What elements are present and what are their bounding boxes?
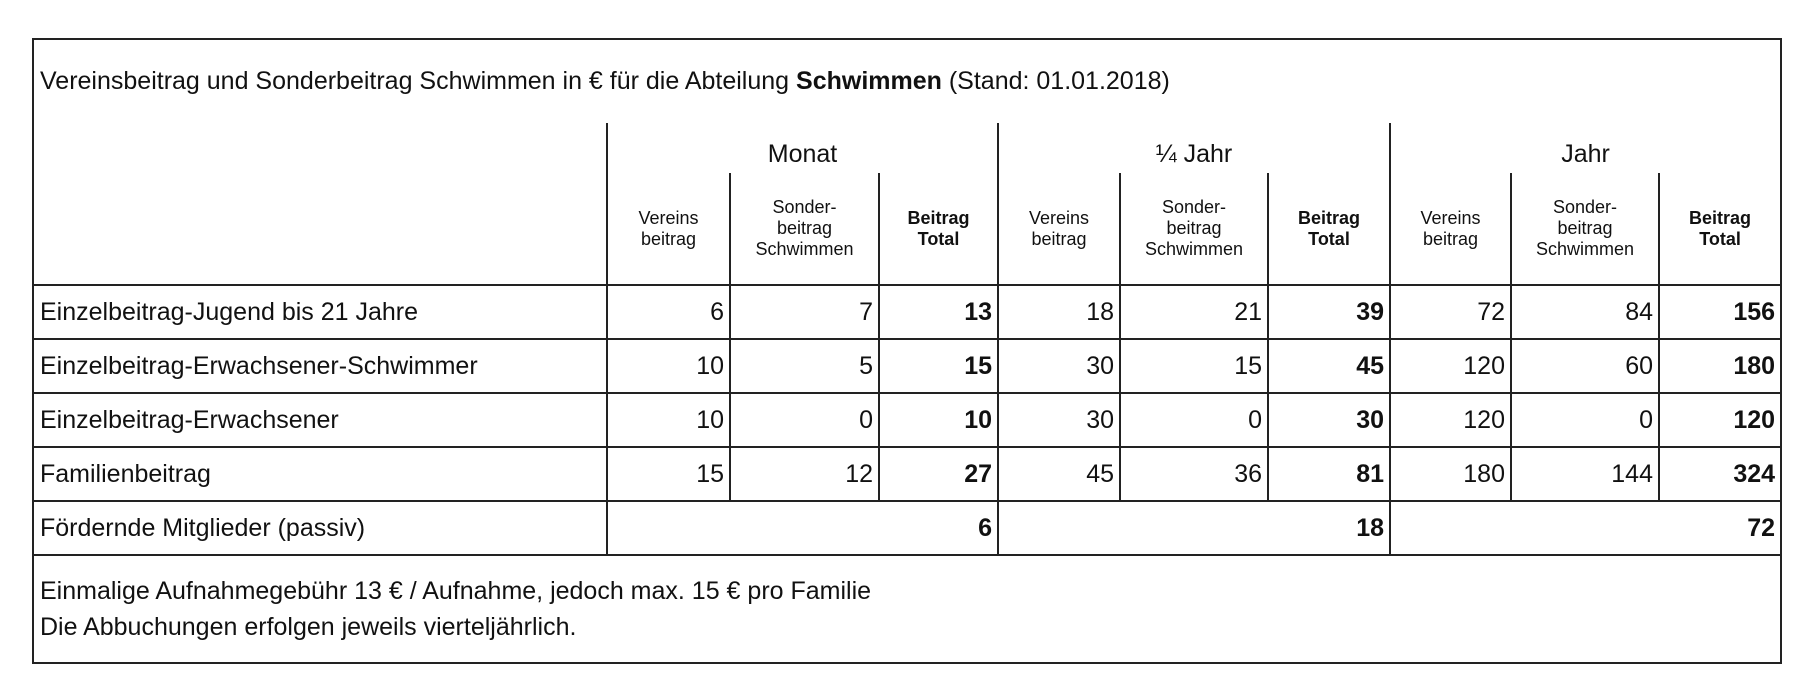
sub-header: Beitrag Total bbox=[878, 173, 998, 285]
footer-line: Die Abbuchungen erfolgen jeweils viertel… bbox=[40, 613, 577, 641]
fee-cell: 15 bbox=[606, 446, 731, 502]
data-row: Familienbeitrag 15 12 27 45 36 81 180 144 324 bbox=[32, 446, 1783, 502]
row-label: Einzelbeitrag-Jugend bis 21 Jahre bbox=[32, 284, 608, 340]
fee-table: Vereinsbeitrag und Sonderbeitrag Schwimm… bbox=[32, 38, 1783, 664]
footer-line: Einmalige Aufnahmegebühr 13 € / Aufnahme… bbox=[40, 576, 872, 605]
fee-cell: 21 bbox=[1119, 284, 1269, 340]
fee-cell: 324 bbox=[1657, 446, 1783, 502]
fee-cell: 60 bbox=[1510, 338, 1660, 394]
sub-header: Sonder- beitrag Schwimmen bbox=[1510, 173, 1659, 285]
sub-header-row: Vereins beitrag Sonder- beitrag Schwimmen… bbox=[33, 173, 1782, 285]
label-header bbox=[33, 123, 608, 285]
data-row: Einzelbeitrag-Erwachsener-Schwimmer 10 5 15… bbox=[32, 338, 1783, 394]
footer: Einmalige Aufnahmegebühr 13 € / Aufnahme… bbox=[33, 554, 1782, 663]
fee-cell: 144 bbox=[1510, 446, 1660, 502]
group-header: ¼ Jahr bbox=[997, 123, 1390, 173]
fee-cell: 15 bbox=[878, 338, 999, 394]
row-label: Fördernde Mitglieder (passiv) bbox=[32, 500, 608, 556]
fee-cell: 0 bbox=[1510, 392, 1660, 448]
fee-cell: 36 bbox=[1119, 446, 1269, 502]
fee-cell: 13 bbox=[878, 284, 999, 340]
sub-header: Beitrag Total bbox=[1267, 173, 1390, 285]
fee-cell: 156 bbox=[1657, 284, 1783, 340]
table-body: Vereinsbeitrag und Sonderbeitrag Schwimm… bbox=[32, 39, 1783, 663]
fee-cell: 120 bbox=[1657, 392, 1783, 448]
title-text: Vereinsbeitrag und Sonderbeitrag Schwimm… bbox=[40, 67, 797, 95]
fee-cell: 10 bbox=[878, 392, 999, 448]
row-label: Familienbeitrag bbox=[32, 446, 608, 502]
fee-cell: 84 bbox=[1510, 284, 1660, 340]
sub-header: Sonder- beitrag Schwimmen bbox=[1119, 173, 1268, 285]
sub-header: Vereins beitrag bbox=[606, 173, 730, 285]
footer-row: Einmalige Aufnahmegebühr 13 € / Aufnahme… bbox=[33, 554, 1782, 663]
sub-header: Vereins beitrag bbox=[1389, 173, 1511, 285]
fee-cell: 120 bbox=[1389, 392, 1512, 448]
sub-header: Sonder- beitrag Schwimmen bbox=[729, 173, 879, 285]
fee-cell: 72 bbox=[1388, 500, 1783, 556]
fee-cell: 81 bbox=[1267, 446, 1391, 502]
passive-row: Fördernde Mitglieder (passiv) 6 18 72 bbox=[32, 500, 1783, 556]
fee-cell: 10 bbox=[606, 392, 731, 448]
fee-cell: 72 bbox=[1389, 284, 1512, 340]
title-text: (Stand: 01.01.2018) bbox=[941, 67, 1170, 95]
fee-cell: 30 bbox=[1267, 392, 1391, 448]
fee-cell: 6 bbox=[606, 500, 999, 556]
fee-cell: 18 bbox=[997, 500, 1391, 556]
fee-cell: 180 bbox=[1389, 446, 1512, 502]
title: Vereinsbeitrag und Sonderbeitrag Schwimm… bbox=[33, 39, 1781, 123]
fee-cell: 45 bbox=[1267, 338, 1391, 394]
fee-cell: 0 bbox=[1119, 392, 1269, 448]
group-header: Monat bbox=[606, 123, 998, 173]
fee-cell: 180 bbox=[1657, 338, 1783, 394]
fee-cell: 45 bbox=[997, 446, 1121, 502]
title-bold: Schwimmen bbox=[796, 67, 942, 95]
title-row: Vereinsbeitrag und Sonderbeitrag Schwimm… bbox=[33, 39, 1781, 123]
row-label: Einzelbeitrag-Erwachsener bbox=[32, 392, 608, 448]
fee-cell: 120 bbox=[1389, 338, 1512, 394]
fee-cell: 0 bbox=[729, 392, 880, 448]
data-row: Einzelbeitrag-Erwachsener 10 0 10 30 0 30 120 0 1… bbox=[32, 392, 1783, 448]
fee-cell: 6 bbox=[606, 284, 731, 340]
fee-cell: 12 bbox=[729, 446, 880, 502]
sub-header: Beitrag Total bbox=[1657, 173, 1782, 285]
row-label: Einzelbeitrag-Erwachsener-Schwimmer bbox=[32, 338, 608, 394]
data-row: Einzelbeitrag-Jugend bis 21 Jahre 6 7 13 18 2… bbox=[32, 284, 1783, 340]
group-header: Jahr bbox=[1388, 123, 1782, 173]
fee-cell: 27 bbox=[878, 446, 999, 502]
group-header-row: Monat ¼ Jahr Jahr bbox=[33, 123, 1782, 285]
fee-cell: 7 bbox=[729, 284, 880, 340]
fee-cell: 18 bbox=[997, 284, 1121, 340]
fee-cell: 39 bbox=[1267, 284, 1391, 340]
fee-cell: 15 bbox=[1119, 338, 1269, 394]
fee-cell: 30 bbox=[997, 338, 1121, 394]
fee-cell: 5 bbox=[729, 338, 880, 394]
sub-header: Vereins beitrag bbox=[997, 173, 1120, 285]
fee-cell: 10 bbox=[606, 338, 731, 394]
fee-cell: 30 bbox=[997, 392, 1121, 448]
